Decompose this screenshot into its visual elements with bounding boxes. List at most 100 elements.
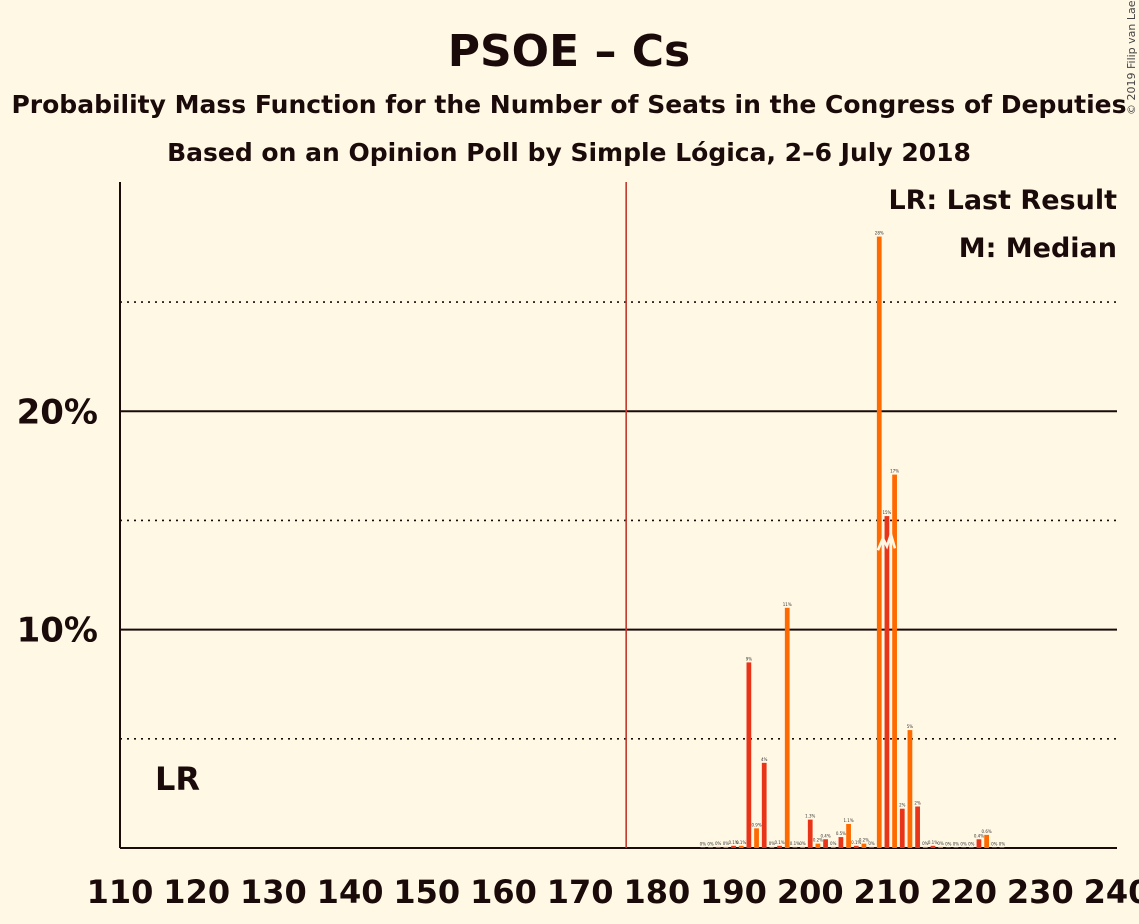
- bar-seats-192: [746, 662, 752, 848]
- bar-seats-225: [999, 847, 1005, 848]
- bar-seats-190: [731, 845, 736, 848]
- bar-label: 2%: [899, 803, 906, 808]
- bar-label: 1.3%: [805, 814, 815, 819]
- bar-seats-198: [792, 846, 798, 848]
- x-tick-label: 230: [1007, 873, 1074, 911]
- x-tick-label: 210: [854, 873, 921, 911]
- bar-label: 0.4%: [974, 833, 984, 838]
- x-tick-label: 120: [163, 873, 230, 911]
- bar-label: 0.1%: [851, 840, 861, 845]
- bar-seats-217: [938, 846, 943, 848]
- bar-label: 0%: [723, 841, 730, 846]
- bar-label: 0.9%: [751, 822, 761, 827]
- bar-seats-214: [915, 806, 920, 848]
- x-tick-label: 140: [317, 873, 384, 911]
- bar-seats-224: [991, 847, 997, 848]
- copyright-notice: © 2019 Filip van Laenen: [1125, 0, 1138, 115]
- chart-title: PSOE – Cs: [448, 26, 691, 77]
- bar-seats-197: [784, 607, 790, 848]
- bar-seats-218: [945, 847, 951, 848]
- bar-seats-202: [823, 839, 828, 848]
- bar-label: 0%: [922, 841, 929, 846]
- bar-label: 0.2%: [859, 838, 869, 843]
- bar-seats-204: [838, 837, 844, 848]
- axes: [119, 182, 1117, 849]
- bar-seats-223: [984, 834, 990, 848]
- bar-label: 0.1%: [774, 840, 784, 845]
- gridlines: [120, 301, 1117, 740]
- bar-seats-194: [761, 762, 767, 848]
- bar-seats-221: [968, 847, 974, 848]
- bar-seats-199: [800, 846, 805, 848]
- bar-seats-211: [892, 474, 897, 848]
- bar-seats-188: [715, 846, 721, 848]
- bar-seats-222: [976, 839, 982, 848]
- chart-subtitle-2: Based on an Opinion Poll by Simple Lógic…: [167, 138, 971, 167]
- bar-label: 15%: [882, 510, 891, 515]
- bar-label: 0%: [991, 841, 998, 846]
- x-tick-label: 150: [393, 873, 460, 911]
- x-tick-label: 180: [623, 873, 690, 911]
- bar-label: 0.1%: [928, 840, 938, 845]
- bar-seats-187: [708, 847, 713, 848]
- x-tick-label: 240: [1084, 873, 1139, 911]
- bar-label: 4%: [761, 757, 768, 762]
- bar-seats-213: [907, 730, 913, 848]
- x-tick-label: 110: [87, 873, 154, 911]
- bar-seats-186: [700, 847, 706, 848]
- bar-seats-201: [815, 843, 821, 848]
- bar-seats-209: [876, 236, 882, 849]
- bar-seats-205: [846, 823, 851, 848]
- bar-label: 17%: [890, 469, 899, 474]
- x-tick-label: 200: [777, 873, 844, 911]
- bar-label: 0.1%: [736, 840, 746, 845]
- bar-seats-208: [869, 846, 874, 848]
- bar-label: 28%: [875, 231, 884, 236]
- bar-seats-196: [777, 845, 782, 848]
- bar-label: 0%: [707, 841, 714, 846]
- bar-label: 0%: [700, 841, 707, 846]
- bar-seats-191: [738, 845, 744, 848]
- bar-label: 2%: [914, 801, 921, 806]
- y-tick-label: 10%: [17, 611, 98, 651]
- bar-seats-215: [922, 846, 928, 848]
- bar-seats-220: [961, 847, 966, 848]
- bar-seats-200: [807, 819, 813, 848]
- bar-label: 11%: [783, 602, 792, 607]
- bar-label: 0.2%: [813, 838, 823, 843]
- median-marker: [876, 529, 897, 551]
- bar-label: 0%: [968, 841, 975, 846]
- x-tick-label: 160: [470, 873, 537, 911]
- bar-label: 0.6%: [982, 829, 992, 834]
- bar-label: 0.5%: [836, 831, 846, 836]
- chart-subtitle-1: Probability Mass Function for the Number…: [11, 90, 1126, 119]
- last-result-label: LR: [155, 760, 200, 798]
- bar-seats-210: [884, 516, 890, 848]
- bar-seats-212: [899, 808, 905, 848]
- bar-label: 0%: [830, 841, 837, 846]
- x-tick-label: 170: [547, 873, 614, 911]
- bar-label: 5%: [907, 724, 914, 729]
- bar-label: 0.1%: [790, 841, 800, 846]
- bar-label: 0%: [999, 841, 1006, 846]
- bar-label: 0%: [868, 841, 875, 846]
- bar-label: 0%: [769, 841, 776, 846]
- bar-seats-203: [830, 846, 836, 848]
- bar-seats-219: [953, 847, 959, 848]
- bar-seats-207: [861, 843, 867, 848]
- bar-seats-206: [853, 845, 859, 848]
- bar-label: 0%: [953, 841, 960, 846]
- markers: [625, 182, 897, 848]
- bar-label: 0.1%: [728, 840, 738, 845]
- bar-label: 0%: [715, 841, 722, 846]
- x-tick-label: 190: [700, 873, 767, 911]
- bar-label: 0.4%: [820, 833, 830, 838]
- bar-seats-189: [723, 846, 729, 848]
- bar-label: 9%: [746, 656, 753, 661]
- bar-label: 0%: [937, 841, 944, 846]
- bars: 0% 0% 0% 0% 0.1%0.1%9%0.9%4%0% 0.1%11%0.1% 0%1…: [700, 231, 1006, 849]
- tick-labels: 10%20%110 120 130 140 150 160 170 180 190 200 210 2…: [17, 392, 1139, 911]
- bar-label: 1.1%: [843, 818, 853, 823]
- x-tick-label: 130: [240, 873, 307, 911]
